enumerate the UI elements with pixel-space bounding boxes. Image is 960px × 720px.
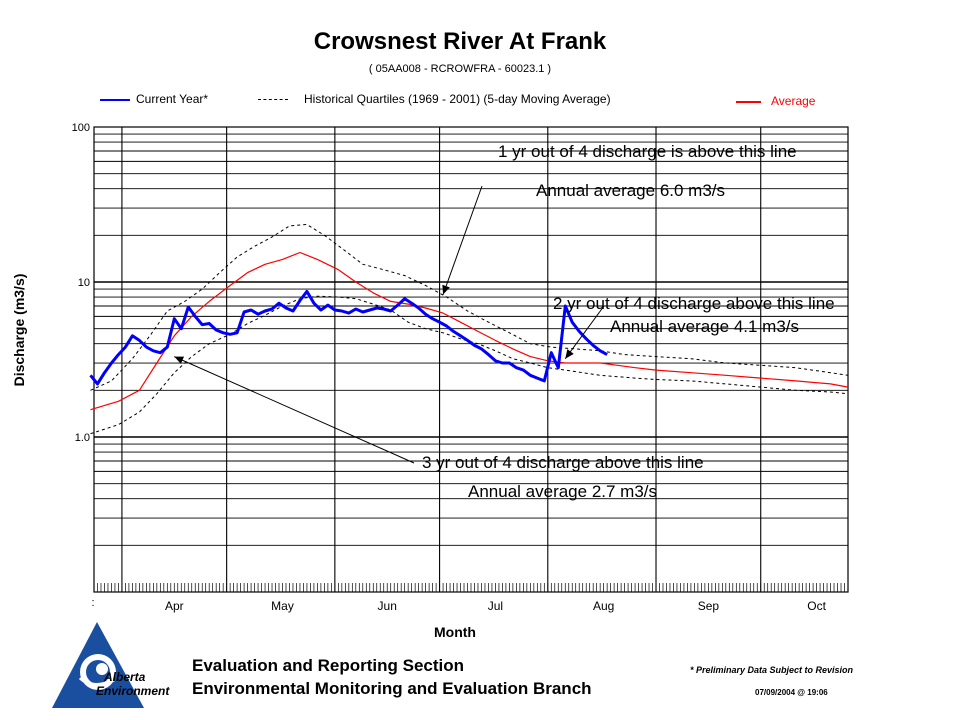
- footer-preliminary-note: * Preliminary Data Subject to Revision: [690, 665, 854, 675]
- plot-frame: [93, 126, 849, 593]
- x-tick-label: Sep: [698, 599, 720, 613]
- legend-label-current: Current Year*: [136, 92, 209, 106]
- annotation-arrow: [442, 185, 483, 295]
- annotation-arrow: [564, 305, 605, 359]
- series-layer: [89, 224, 849, 435]
- x-axis-label: Month: [434, 624, 476, 640]
- x-tick-label: Oct: [807, 599, 826, 613]
- legend-label-average: Average: [771, 94, 816, 108]
- annotation-upper-quartile: 1 yr out of 4 discharge is above this li…: [498, 142, 797, 161]
- annotation-upper-average: Annual average 6.0 m3/s: [536, 181, 726, 200]
- legend-swatch-quartiles: [258, 99, 288, 100]
- footer-section: Evaluation and Reporting Section: [192, 656, 465, 675]
- series-quartile-upper: [90, 224, 849, 391]
- legend-swatch-current: [100, 99, 130, 101]
- annotation-median: 2 yr out of 4 discharge above this line: [553, 294, 835, 313]
- footer-branch: Environmental Monitoring and Evaluation …: [192, 679, 592, 698]
- annotation-lower-quartile: 3 yr out of 4 discharge above this line: [422, 453, 704, 472]
- chart-subtitle: ( 05AA008 - RCROWFRA - 60023.1 ): [368, 63, 552, 75]
- x-tick-label: May: [271, 599, 294, 613]
- x-tick-label: Jun: [378, 599, 397, 613]
- legend-label-quartiles: Historical Quartiles (1969 - 2001) (5-da…: [304, 92, 611, 106]
- y-tick-label: 10: [78, 277, 90, 289]
- series-quartile-lower: [90, 295, 849, 435]
- annotation-arrows: [174, 185, 605, 464]
- plot-grid: [93, 126, 849, 593]
- x-start-mark: :: [91, 597, 94, 609]
- annotation-lower-average: Annual average 2.7 m3/s: [468, 482, 658, 501]
- footer-date: 07/09/2004 @ 19:06: [755, 688, 828, 697]
- y-tick-label: 100: [72, 122, 90, 134]
- logo-text-environment: Environment: [96, 684, 170, 698]
- chart-title: Crowsnest River At Frank: [313, 28, 607, 55]
- x-tick-label: Apr: [165, 599, 184, 613]
- y-axis-label: Discharge (m3/s): [11, 273, 27, 387]
- tick-labels: 1.0 10 100 Apr May Jun Jul Aug Sep Oct:: [72, 122, 827, 613]
- logo-text-alberta: Alberta: [104, 670, 146, 684]
- alberta-environment-logo: [52, 622, 144, 708]
- annotation-arrow: [174, 356, 415, 464]
- legend-swatch-average: [736, 101, 761, 103]
- x-tick-label: Aug: [593, 599, 614, 613]
- annotation-median-average: Annual average 4.1 m3/s: [610, 317, 800, 336]
- y-tick-label: 1.0: [75, 432, 90, 444]
- x-tick-label: Jul: [488, 599, 503, 613]
- series-current-year: [89, 289, 608, 386]
- series-average: [90, 251, 849, 411]
